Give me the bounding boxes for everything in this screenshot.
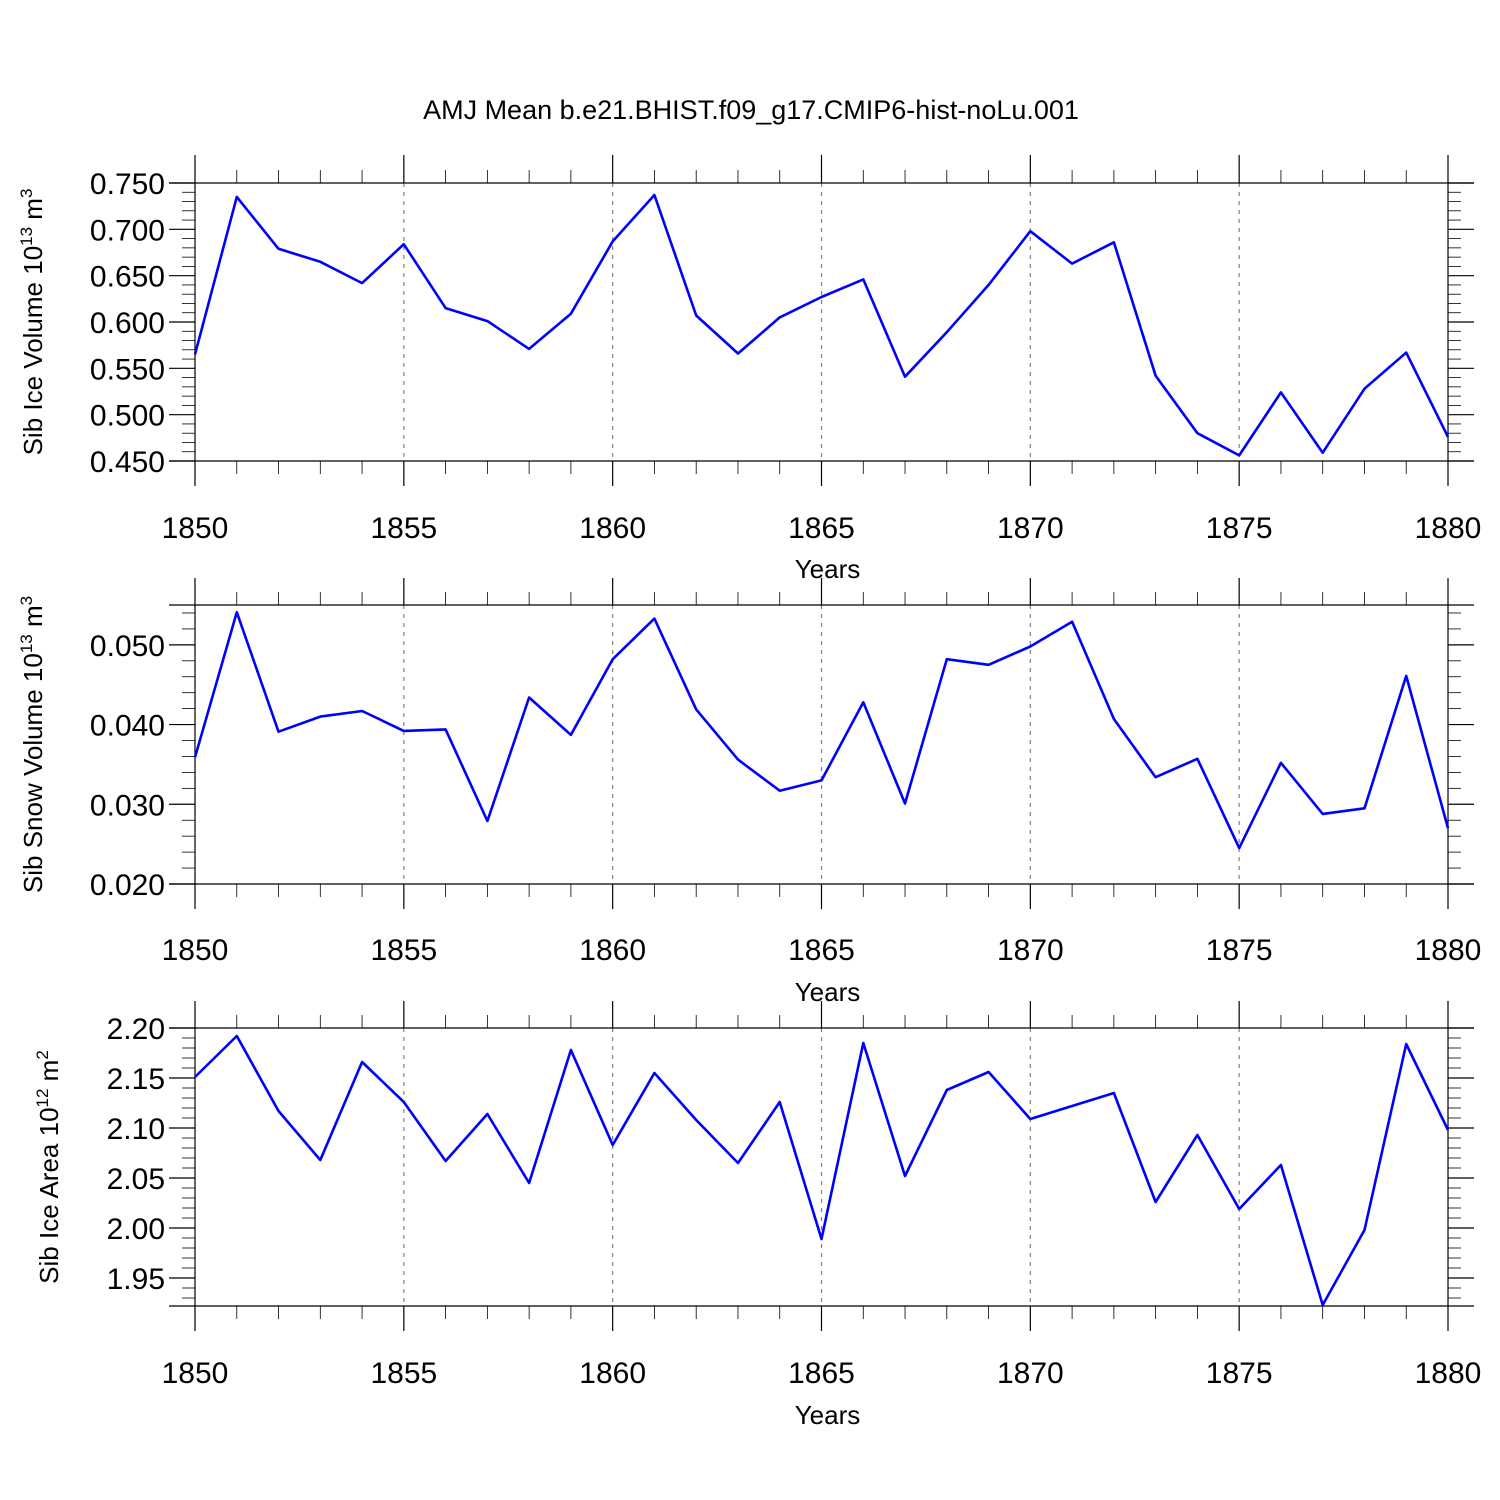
panel-2: 0.020 0.030 0.040 0.050 1850 1855 1860 1865 1870… — [17, 578, 1481, 1007]
y-axis-label-part: Sib Ice Area 10 — [34, 1107, 64, 1283]
x-tick-label: 1870 — [997, 512, 1064, 545]
y-tick-label: 0.450 — [90, 446, 165, 479]
panel-3: 1.95 2.00 2.05 2.10 2.15 2.20 1850 1855 1860 1865… — [33, 1001, 1481, 1430]
x-tick-label: 1850 — [162, 1357, 229, 1390]
y-tick-label: 0.600 — [90, 307, 165, 340]
y-axis-label-superscript: 13 — [17, 227, 36, 246]
y-tick-label: 0.550 — [90, 353, 165, 386]
y-axis-label-part: Sib Ice Volume 10 — [18, 246, 48, 456]
x-axis-label: Years — [795, 554, 861, 584]
y-axis-label-part: m — [18, 198, 48, 227]
x-tick-label: 1850 — [162, 512, 229, 545]
y-tick-label: 2.15 — [107, 1063, 165, 1096]
y-tick-label: 1.95 — [107, 1263, 165, 1296]
x-tick-label: 1865 — [788, 1357, 855, 1390]
y-axis-label-part: Sib Snow Volume 10 — [18, 653, 48, 893]
x-tick-label: 1880 — [1415, 512, 1482, 545]
x-tick-label: 1865 — [788, 512, 855, 545]
x-tick-label: 1870 — [997, 934, 1064, 967]
y-axis-label-part: m — [18, 605, 48, 634]
x-tick-label: 1880 — [1415, 1357, 1482, 1390]
y-axis-label-superscript: 3 — [17, 596, 36, 605]
y-tick-label: 0.500 — [90, 400, 165, 433]
x-tick-label: 1875 — [1206, 934, 1273, 967]
y-axis-label: Sib Ice Volume 1013 m3 — [17, 189, 48, 456]
x-tick-label: 1860 — [579, 934, 646, 967]
y-axis-label-superscript: 12 — [33, 1089, 52, 1108]
y-tick-label: 0.040 — [90, 710, 165, 743]
x-tick-label: 1850 — [162, 934, 229, 967]
panel-1: 0.450 0.500 0.550 0.600 0.650 0.700 0.750 1850 1… — [17, 155, 1481, 584]
y-tick-label: 0.030 — [90, 789, 165, 822]
x-tick-label: 1865 — [788, 934, 855, 967]
x-tick-label: 1875 — [1206, 1357, 1273, 1390]
y-axis-label-superscript: 2 — [33, 1050, 52, 1059]
y-tick-label: 2.00 — [107, 1213, 165, 1246]
y-axis-label-superscript: 13 — [17, 634, 36, 653]
x-tick-label: 1875 — [1206, 512, 1273, 545]
chart-title: AMJ Mean b.e21.BHIST.f09_g17.CMIP6-hist-… — [423, 95, 1079, 125]
x-tick-label: 1870 — [997, 1357, 1064, 1390]
x-axis-label: Years — [795, 1400, 861, 1430]
x-tick-label: 1860 — [579, 1357, 646, 1390]
x-tick-label: 1860 — [579, 512, 646, 545]
x-tick-label: 1855 — [370, 512, 437, 545]
x-tick-label: 1880 — [1415, 934, 1482, 967]
x-tick-label: 1855 — [370, 934, 437, 967]
y-axis-label: Sib Snow Volume 1013 m3 — [17, 596, 48, 893]
y-tick-label: 2.20 — [107, 1013, 165, 1046]
y-axis-label-part: m — [34, 1060, 64, 1089]
x-axis-label: Years — [795, 977, 861, 1007]
y-tick-label: 2.05 — [107, 1163, 165, 1196]
series-line — [193, 193, 1450, 457]
series-line — [193, 610, 1450, 850]
y-tick-label: 0.050 — [90, 630, 165, 663]
y-tick-label: 0.750 — [90, 168, 165, 201]
y-tick-label: 2.10 — [107, 1113, 165, 1146]
y-tick-label: 0.700 — [90, 214, 165, 247]
y-tick-label: 0.020 — [90, 869, 165, 902]
y-tick-label: 0.650 — [90, 261, 165, 294]
y-axis-label: Sib Ice Area 1012 m2 — [33, 1050, 64, 1284]
y-axis-label-superscript: 3 — [17, 189, 36, 198]
x-tick-label: 1855 — [370, 1357, 437, 1390]
